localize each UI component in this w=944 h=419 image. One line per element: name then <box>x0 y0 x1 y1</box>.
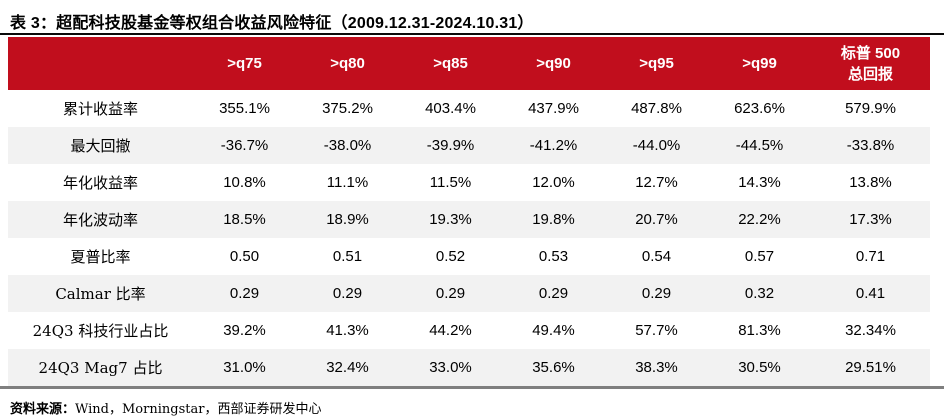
table-row: 夏普比率 0.50 0.51 0.52 0.53 0.54 0.57 0.71 <box>8 238 930 275</box>
top-divider-line <box>0 33 944 35</box>
table-row: 24Q3 科技行业占比 39.2% 41.3% 44.2% 49.4% 57.7% 81.3… <box>8 312 930 349</box>
cell-value: 81.3% <box>738 322 781 339</box>
cell-value: 32.4% <box>326 359 369 376</box>
cell-value: 0.51 <box>332 248 363 265</box>
cell-value: 10.8% <box>223 174 266 191</box>
cell-value: -41.2% <box>529 137 578 154</box>
cell-value: 33.0% <box>429 359 472 376</box>
cell-value: 0.41 <box>855 285 886 302</box>
row-label: 夏普比率 <box>70 248 131 266</box>
corner-cell <box>8 37 193 90</box>
row-label: 24Q3 科技行业占比 <box>32 322 169 340</box>
cell-value: 403.4% <box>425 100 476 117</box>
table-body: 累计收益率 355.1% 375.2% 403.4% 437.9% 487.8% 623.6… <box>8 90 930 386</box>
cell-value: 13.8% <box>849 174 892 191</box>
cell-value: 19.3% <box>429 211 472 228</box>
cell-value: 14.3% <box>738 174 781 191</box>
row-label: 年化波动率 <box>62 211 138 229</box>
cell-value: 437.9% <box>528 100 579 117</box>
table-row: 累计收益率 355.1% 375.2% 403.4% 437.9% 487.8% 623.6… <box>8 90 930 127</box>
cell-value: 11.1% <box>326 174 369 191</box>
bottom-divider-line <box>0 386 944 389</box>
cell-value: 0.50 <box>229 248 260 265</box>
cell-value: 18.9% <box>326 211 369 228</box>
cell-value: 0.53 <box>538 248 569 265</box>
cell-value: 0.29 <box>641 285 672 302</box>
cell-value: 38.3% <box>635 359 678 376</box>
cell-value: 41.3% <box>326 322 369 339</box>
cell-value: -44.0% <box>632 137 681 154</box>
cell-value: 35.6% <box>532 359 575 376</box>
row-label: 24Q3 Mag7 占比 <box>38 359 163 377</box>
cell-value: 19.8% <box>532 211 575 228</box>
cell-value: -36.7% <box>220 137 269 154</box>
cell-value: 355.1% <box>219 100 270 117</box>
cell-value: 623.6% <box>734 100 785 117</box>
cell-value: 57.7% <box>635 322 678 339</box>
cell-value: 18.5% <box>223 211 266 228</box>
column-header-q90: >q90 <box>502 37 605 90</box>
cell-value: 30.5% <box>738 359 781 376</box>
row-label: 年化收益率 <box>62 174 138 192</box>
risk-return-table: >q75 >q80 >q85 >q90 >q95 >q99 标普 500 总回报… <box>8 37 930 386</box>
cell-value: 487.8% <box>631 100 682 117</box>
column-header-q85: >q85 <box>399 37 502 90</box>
cell-value: 12.0% <box>532 174 575 191</box>
cell-value: 375.2% <box>322 100 373 117</box>
cell-value: 0.71 <box>855 248 886 265</box>
cell-value: 44.2% <box>429 322 472 339</box>
cell-value: 0.29 <box>229 285 260 302</box>
cell-value: 39.2% <box>223 322 266 339</box>
cell-value: 32.34% <box>845 322 896 339</box>
cell-value: 579.9% <box>845 100 896 117</box>
table-header: >q75 >q80 >q85 >q90 >q95 >q99 标普 500 总回报 <box>8 37 930 90</box>
column-header-q95: >q95 <box>605 37 708 90</box>
cell-value: 0.29 <box>538 285 569 302</box>
cell-value: -39.9% <box>426 137 475 154</box>
table-row: Calmar 比率 0.29 0.29 0.29 0.29 0.29 0.32 0.41 <box>8 275 930 312</box>
cell-value: -33.8% <box>846 137 895 154</box>
cell-value: -38.0% <box>323 137 372 154</box>
cell-value: 0.52 <box>435 248 466 265</box>
header-row: >q75 >q80 >q85 >q90 >q95 >q99 标普 500 总回报 <box>8 37 930 90</box>
row-label: Calmar 比率 <box>55 285 146 303</box>
cell-value: 20.7% <box>635 211 678 228</box>
cell-value: -44.5% <box>735 137 784 154</box>
cell-value: 0.32 <box>744 285 775 302</box>
cell-value: 12.7% <box>635 174 678 191</box>
table-row: 年化收益率 10.8% 11.1% 11.5% 12.0% 12.7% 14.3% 13.8% <box>8 164 930 201</box>
sp500-line2: 总回报 <box>847 65 893 83</box>
column-header-q75: >q75 <box>193 37 296 90</box>
cell-value: 0.54 <box>641 248 672 265</box>
column-header-q99: >q99 <box>708 37 811 90</box>
column-header-q80: >q80 <box>296 37 399 90</box>
row-label: 最大回撤 <box>70 137 131 155</box>
table-title: 表 3：超配科技股基金等权组合收益风险特征（2009.12.31-2024.10… <box>10 15 534 32</box>
table-row: 最大回撤 -36.7% -38.0% -39.9% -41.2% -44.0% -44.5%… <box>8 127 930 164</box>
cell-value: 22.2% <box>738 211 781 228</box>
table-row: 年化波动率 18.5% 18.9% 19.3% 19.8% 20.7% 22.2% 17.3% <box>8 201 930 238</box>
cell-value: 29.51% <box>845 359 896 376</box>
source-note: 资料来源：Wind，Morningstar，西部证券研发中心 <box>0 389 944 417</box>
sp500-line1: 标普 500 <box>840 44 901 62</box>
cell-value: 0.29 <box>435 285 466 302</box>
cell-value: 17.3% <box>849 211 892 228</box>
cell-value: 0.57 <box>744 248 775 265</box>
cell-value: 49.4% <box>532 322 575 339</box>
cell-value: 11.5% <box>429 174 472 191</box>
cell-value: 31.0% <box>223 359 266 376</box>
table-container: >q75 >q80 >q85 >q90 >q95 >q99 标普 500 总回报… <box>0 37 944 386</box>
column-header-sp500: 标普 500 总回报 <box>811 37 930 90</box>
cell-value: 0.29 <box>332 285 363 302</box>
table-row: 24Q3 Mag7 占比 31.0% 32.4% 33.0% 35.6% 38.3% 30.… <box>8 349 930 386</box>
row-label: 累计收益率 <box>62 100 138 118</box>
source-text: Wind，Morningstar，西部证券研发中心 <box>75 402 322 417</box>
source-label: 资料来源： <box>10 402 76 417</box>
